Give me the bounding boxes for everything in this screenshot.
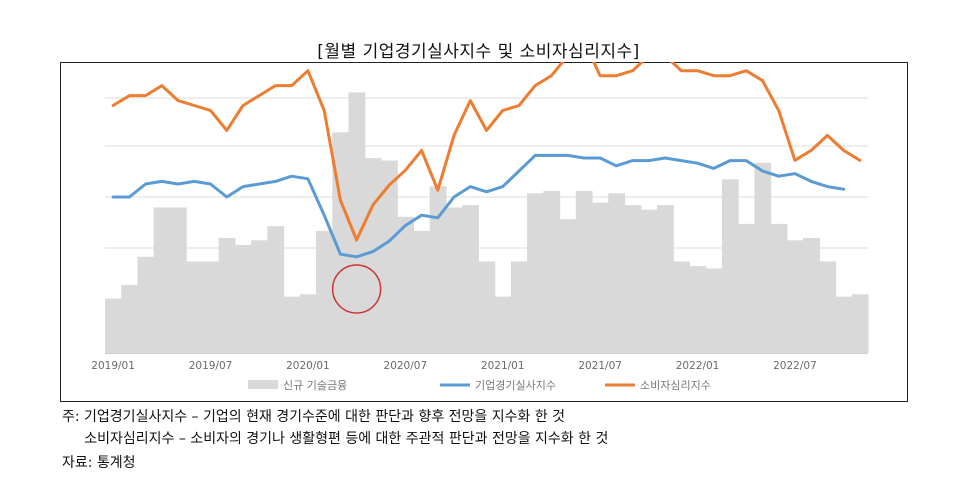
bar <box>169 207 187 353</box>
bar <box>819 261 837 353</box>
bar <box>835 296 853 353</box>
bar <box>673 261 691 353</box>
bar <box>202 261 220 353</box>
bar <box>640 209 658 353</box>
bar <box>137 256 155 353</box>
bar <box>478 261 496 353</box>
x-tick-label: 2019/01 <box>91 360 135 372</box>
legend-item-tech-finance-swatch <box>248 380 278 389</box>
chart-title: [월별 기업경기실사지수 및 소비자심리지수] <box>317 42 640 62</box>
x-tick-label: 2021/01 <box>481 360 525 372</box>
bar <box>299 294 317 353</box>
note-bsi-definition: 주: 기업경기실사지수 – 기업의 현재 경기수준에 대한 판단과 향후 전망을… <box>62 409 566 425</box>
bar <box>705 268 723 353</box>
bar <box>592 202 609 353</box>
bar <box>575 191 593 353</box>
bar <box>186 261 204 353</box>
bar <box>608 193 626 353</box>
bar <box>413 230 431 353</box>
bar <box>527 193 544 353</box>
csi-line <box>111 62 862 242</box>
legend-item-csi-label: 소비자심리지수 <box>640 379 711 392</box>
x-tick-labels: 2019/01 2019/07 2020/01 2020/07 2021/01 2021/… <box>91 360 816 372</box>
bar <box>380 160 398 353</box>
bar <box>121 284 139 353</box>
bar <box>234 245 252 353</box>
bar-series <box>105 92 869 354</box>
x-tick-label: 2022/07 <box>773 360 817 372</box>
bar <box>851 294 869 353</box>
bar <box>462 205 479 353</box>
bar <box>770 223 788 353</box>
legend-item-bsi-label: 기업경기실사지수 <box>475 379 556 392</box>
bar <box>283 296 301 353</box>
bar <box>786 240 804 353</box>
x-tick-label: 2020/01 <box>286 360 330 372</box>
source-note: 자료: 통계청 <box>62 455 136 471</box>
bar <box>721 179 739 353</box>
bar <box>754 162 772 353</box>
x-tick-label: 2019/07 <box>189 360 233 372</box>
bar <box>559 219 577 353</box>
bar <box>738 223 755 353</box>
legend-item-tech-finance-label: 신규 기술금융 <box>283 379 347 392</box>
bar <box>445 207 463 353</box>
trough-highlight-circle <box>331 264 382 314</box>
chart-frame <box>60 62 908 402</box>
bar <box>251 240 268 353</box>
bar <box>153 207 171 353</box>
bar <box>494 296 512 353</box>
bar <box>218 237 236 353</box>
legend: 신규 기술금융 기업경기실사지수 소비자심리지수 <box>248 379 711 392</box>
bar <box>689 266 707 353</box>
bar <box>316 230 333 353</box>
bar <box>624 205 642 353</box>
bar <box>105 299 122 353</box>
x-tick-label: 2020/07 <box>384 360 428 372</box>
bar <box>364 158 382 353</box>
bar <box>429 186 447 353</box>
bar <box>510 261 528 353</box>
bar <box>803 237 820 353</box>
bar <box>397 216 415 353</box>
bar <box>656 205 674 353</box>
x-tick-label: 2021/07 <box>578 360 622 372</box>
combo-chart: 2019/01 2019/07 2020/01 2020/07 2021/01 2021/… <box>91 62 869 392</box>
bar <box>543 191 561 353</box>
bar <box>267 226 285 353</box>
note-csi-definition: 소비자심리지수 – 소비자의 경기나 생활형편 등에 대한 주관적 판단과 전망… <box>62 431 609 447</box>
bar <box>348 92 366 354</box>
x-tick-label: 2022/01 <box>676 360 720 372</box>
bsi-line <box>111 153 846 259</box>
bar <box>332 132 350 353</box>
